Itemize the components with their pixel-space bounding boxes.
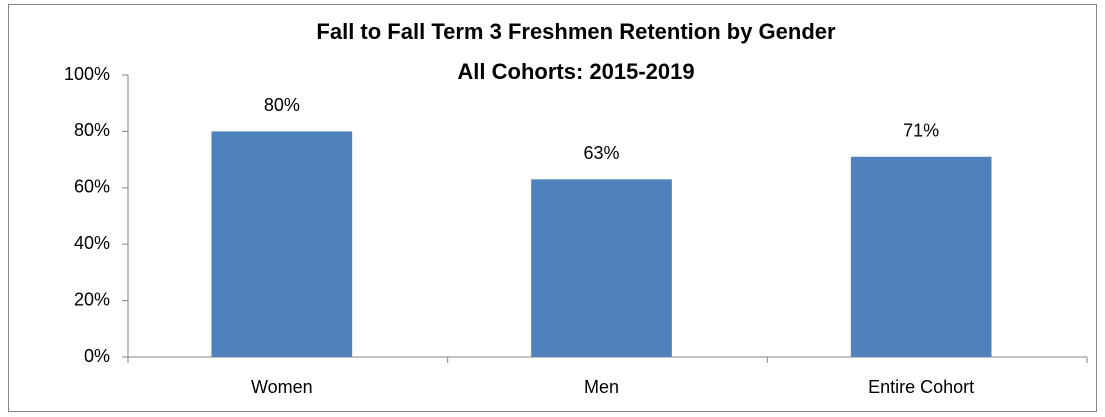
- y-tick-label: 0%: [84, 346, 110, 366]
- x-tick-label: Entire Cohort: [868, 377, 974, 397]
- y-tick-label: 80%: [74, 120, 110, 140]
- y-tick-label: 20%: [74, 289, 110, 309]
- data-label: 71%: [903, 121, 939, 141]
- chart-title: Fall to Fall Term 3 Freshmen Retention b…: [316, 19, 836, 44]
- data-label: 63%: [583, 143, 619, 163]
- y-tick-label: 60%: [74, 177, 110, 197]
- bar: [850, 156, 992, 357]
- chart-subtitle: All Cohorts: 2015-2019: [457, 59, 694, 84]
- bar: [211, 131, 353, 357]
- y-tick-label: 40%: [74, 233, 110, 253]
- x-tick-label: Men: [584, 377, 619, 397]
- y-tick-label: 100%: [64, 64, 110, 84]
- x-tick-label: Women: [251, 377, 313, 397]
- data-label: 80%: [264, 95, 300, 115]
- bar: [531, 179, 672, 357]
